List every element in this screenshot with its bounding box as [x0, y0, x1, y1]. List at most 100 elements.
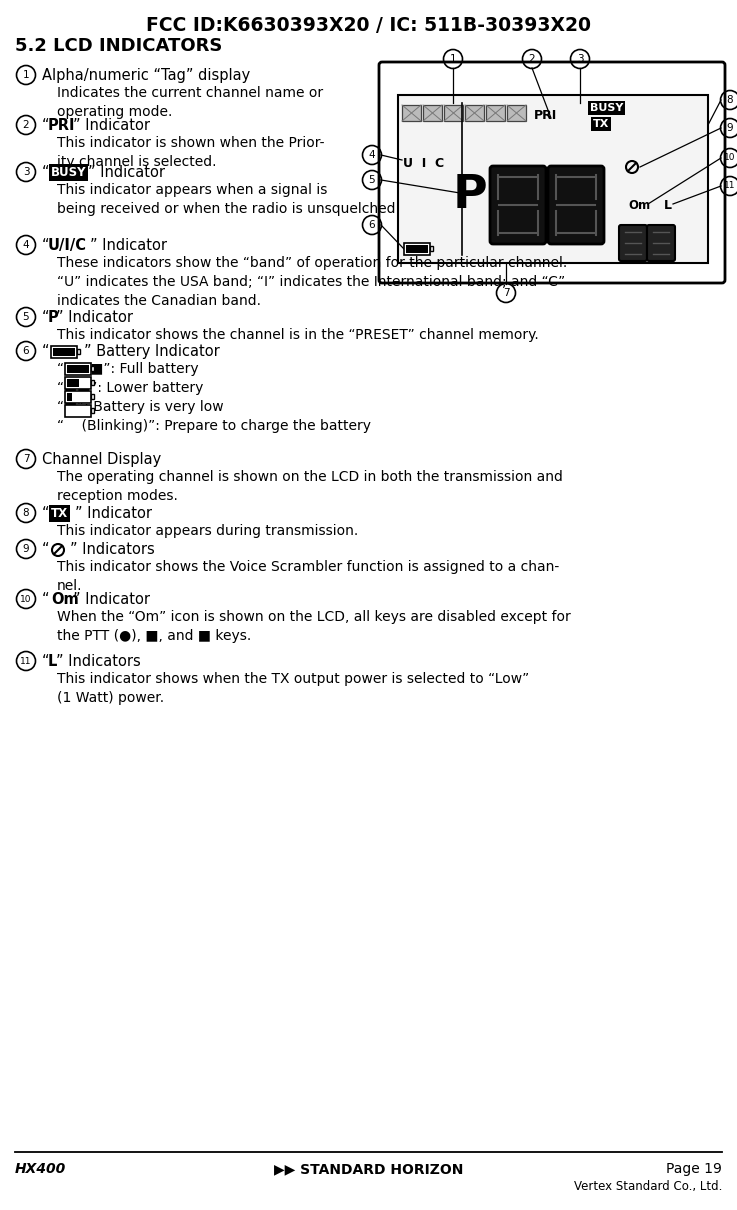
Text: U/I/C: U/I/C [48, 238, 87, 253]
Text: This indicator shows when the TX output power is selected to “Low”
(1 Watt) powe: This indicator shows when the TX output … [57, 672, 529, 705]
Text: 5: 5 [23, 312, 29, 322]
Bar [507, 105, 526, 121]
Text: Alpha/numeric “Tag” display: Alpha/numeric “Tag” display [42, 68, 251, 83]
FancyBboxPatch shape [490, 166, 546, 244]
Text: 11: 11 [20, 657, 32, 666]
Text: The operating channel is shown on the LCD in both the transmission and
reception: The operating channel is shown on the LC… [57, 469, 563, 503]
Bar [404, 243, 430, 255]
Bar [444, 105, 463, 121]
Bar [402, 105, 421, 121]
Text: “: “ [42, 592, 49, 607]
Text: “■■■”: Full battery
“■■”: Lower battery
“■”: Battery is very low
“    (Blinking): “■■■”: Full battery “■■”: Lower battery … [57, 362, 371, 433]
Text: ” Indicator: ” Indicator [88, 165, 165, 180]
Bar [465, 105, 484, 121]
Text: “: “ [42, 119, 49, 133]
Bar [91, 365, 94, 371]
FancyBboxPatch shape [379, 62, 725, 283]
Text: P: P [48, 310, 59, 325]
FancyBboxPatch shape [548, 166, 604, 244]
Text: Vertex Standard Co., Ltd.: Vertex Standard Co., Ltd. [573, 1180, 722, 1193]
Text: 7: 7 [503, 288, 509, 298]
Bar [91, 380, 94, 385]
Text: “: “ [42, 310, 49, 325]
Text: ” Indicator: ” Indicator [73, 592, 150, 607]
Bar [65, 391, 91, 403]
Bar [77, 348, 80, 355]
Text: BUSY: BUSY [51, 166, 86, 179]
Text: L: L [664, 198, 672, 212]
Bar [430, 246, 433, 250]
Bar [51, 346, 77, 358]
Text: This indicator appears during transmission.: This indicator appears during transmissi… [57, 524, 358, 538]
Text: ▶▶ STANDARD HORIZON: ▶▶ STANDARD HORIZON [274, 1162, 463, 1176]
Text: 2: 2 [528, 54, 535, 64]
Text: 10: 10 [724, 154, 736, 162]
Text: ” Indicator: ” Indicator [75, 506, 152, 522]
Text: 3: 3 [576, 54, 583, 64]
Text: FCC ID:K6630393X20 / IC: 511B-30393X20: FCC ID:K6630393X20 / IC: 511B-30393X20 [146, 16, 591, 35]
Text: 9: 9 [727, 123, 733, 133]
Text: This indicator shows the Voice Scrambler function is assigned to a chan-
nel.: This indicator shows the Voice Scrambler… [57, 560, 559, 593]
Text: “: “ [42, 344, 49, 359]
Text: Om: Om [628, 198, 650, 212]
Bar [398, 96, 708, 263]
Text: 8: 8 [23, 508, 29, 518]
Bar [65, 363, 91, 375]
Text: “: “ [42, 165, 49, 180]
Text: ” Indicator: ” Indicator [57, 310, 133, 325]
FancyBboxPatch shape [619, 225, 647, 261]
Text: L: L [48, 653, 57, 669]
Text: This indicator is shown when the Prior-
ity channel is selected.: This indicator is shown when the Prior- … [57, 136, 324, 169]
Text: 7: 7 [23, 454, 29, 463]
Text: Indicates the current channel name or
operating mode.: Indicates the current channel name or op… [57, 86, 323, 119]
Text: Page 19: Page 19 [666, 1162, 722, 1176]
Text: TX: TX [51, 507, 68, 520]
Text: 9: 9 [23, 544, 29, 554]
Text: P: P [453, 173, 487, 218]
Text: 2: 2 [23, 120, 29, 129]
Text: 11: 11 [724, 182, 736, 190]
Text: 5: 5 [368, 175, 375, 185]
Bar [53, 348, 75, 356]
Text: ” Battery Indicator: ” Battery Indicator [84, 344, 220, 359]
Text: TX: TX [593, 119, 609, 129]
Bar [406, 244, 428, 253]
Text: BUSY: BUSY [590, 103, 624, 113]
Text: HX400: HX400 [15, 1162, 66, 1176]
Text: ” Indicators: ” Indicators [70, 542, 155, 557]
Text: 1: 1 [23, 70, 29, 80]
Text: This indicator shows the channel is in the “PRESET” channel memory.: This indicator shows the channel is in t… [57, 328, 539, 342]
Text: 6: 6 [23, 346, 29, 356]
Bar [67, 393, 72, 401]
Text: PRI: PRI [48, 119, 75, 133]
Bar [91, 394, 94, 399]
Text: Channel Display: Channel Display [42, 453, 161, 467]
Text: ” Indicator: ” Indicator [74, 119, 150, 133]
Text: 4: 4 [23, 240, 29, 250]
Text: Om: Om [51, 592, 79, 607]
Bar [486, 105, 505, 121]
Bar [91, 408, 94, 413]
Text: When the “Om” icon is shown on the LCD, all keys are disabled except for
the PTT: When the “Om” icon is shown on the LCD, … [57, 610, 570, 643]
Text: “: “ [42, 653, 49, 669]
Bar [67, 379, 79, 387]
Text: U  I  C: U I C [403, 157, 444, 169]
Bar [67, 365, 89, 373]
Text: 4: 4 [368, 150, 375, 160]
Text: These indicators show the “band” of operation for the particular channel.
“U” in: These indicators show the “band” of oper… [57, 257, 567, 307]
Text: 1: 1 [450, 54, 456, 64]
Text: “: “ [42, 506, 49, 522]
Text: This indicator appears when a signal is
being received or when the radio is unsq: This indicator appears when a signal is … [57, 183, 400, 215]
Text: “: “ [42, 238, 49, 253]
Text: ” Indicator: ” Indicator [91, 238, 167, 253]
Text: 8: 8 [727, 96, 733, 105]
Bar [423, 105, 442, 121]
Text: 5.2 LCD INDICATORS: 5.2 LCD INDICATORS [15, 38, 223, 54]
Bar [65, 378, 91, 388]
Text: “: “ [42, 542, 49, 557]
Text: 6: 6 [368, 220, 375, 230]
Bar [65, 405, 91, 417]
FancyBboxPatch shape [647, 225, 675, 261]
Text: 3: 3 [23, 167, 29, 177]
Text: PRI: PRI [534, 109, 558, 122]
